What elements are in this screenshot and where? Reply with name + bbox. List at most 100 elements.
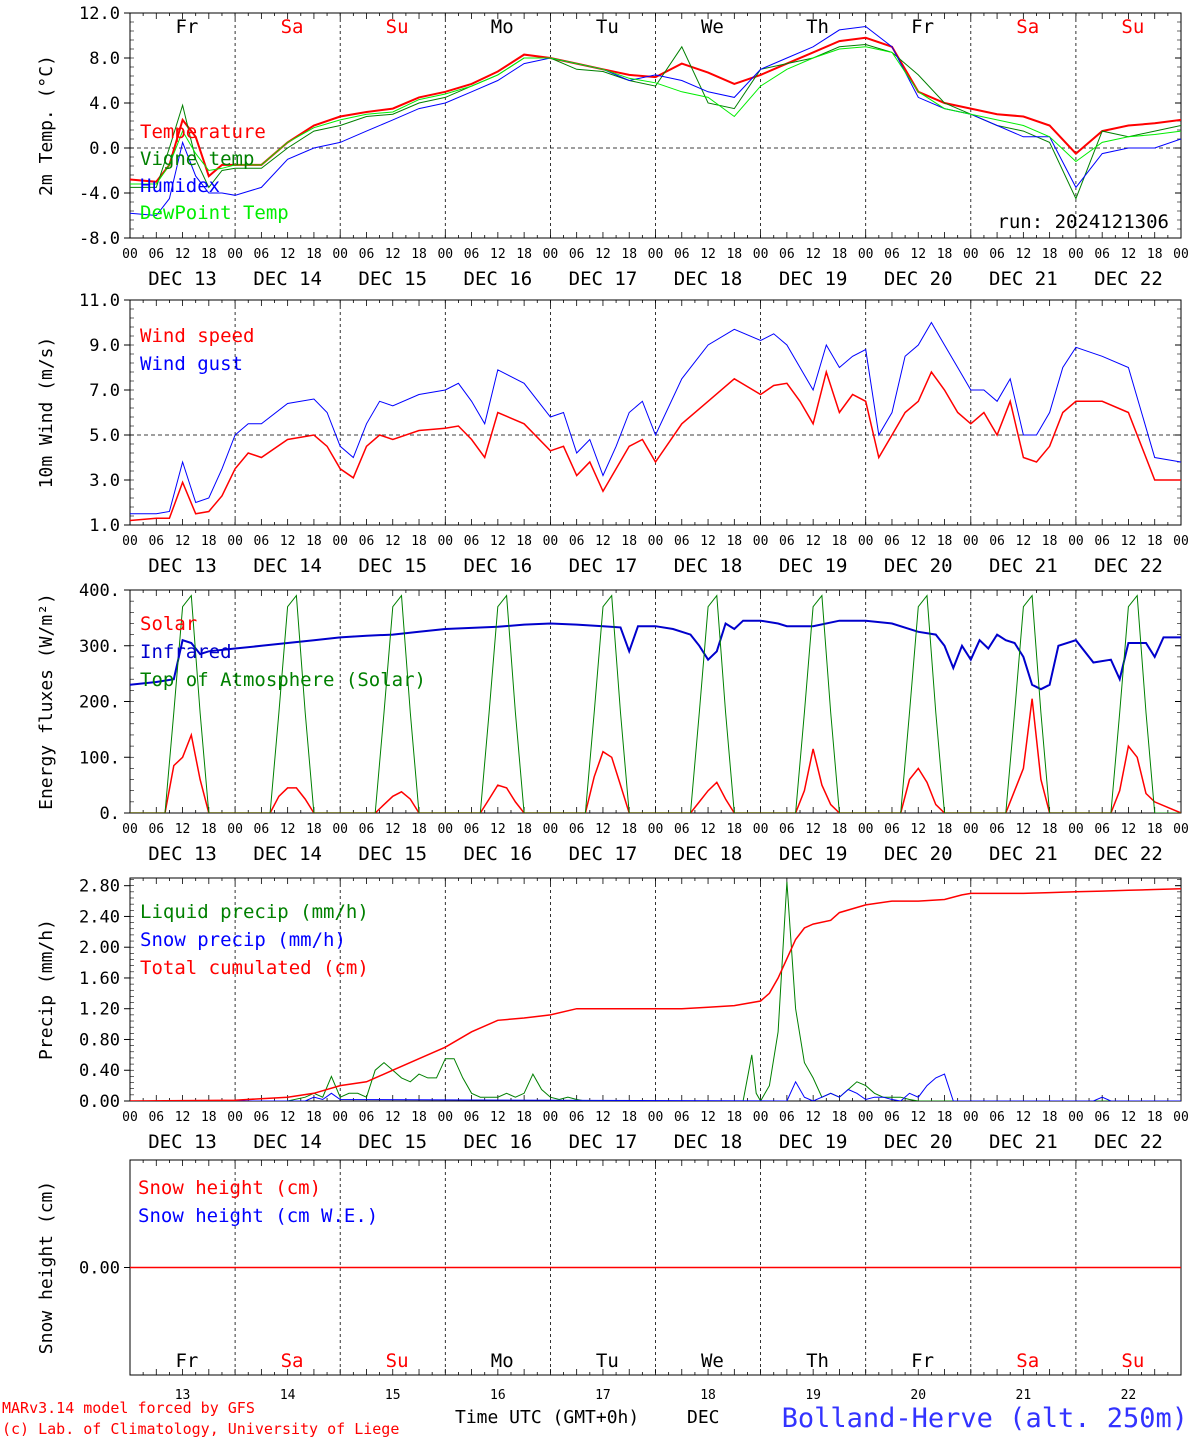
hour-tick-label: 00 xyxy=(1173,247,1189,262)
y-tick-label: 3.0 xyxy=(89,471,120,491)
hour-tick-label: 06 xyxy=(674,247,690,262)
hour-tick-label: 12 xyxy=(805,247,821,262)
y-axis-title: 10m Wind (m/s) xyxy=(36,337,57,489)
hour-tick-label: 12 xyxy=(175,822,191,837)
hour-tick-label: 18 xyxy=(516,534,532,549)
weekday-label: Sa xyxy=(1016,16,1039,38)
date-label: DEC 21 xyxy=(989,843,1058,865)
day-number-label: 17 xyxy=(595,1388,611,1403)
hour-tick-label: 12 xyxy=(1016,247,1032,262)
hour-tick-label: 06 xyxy=(1094,247,1110,262)
y-tick-label: 4.0 xyxy=(89,94,120,114)
date-label: DEC 17 xyxy=(569,843,638,865)
series-solar xyxy=(130,698,1181,813)
day-number-label: 21 xyxy=(1016,1388,1032,1403)
hour-tick-label: 00 xyxy=(122,822,138,837)
hour-tick-label: 12 xyxy=(490,1110,506,1125)
legend-entry: Top of Atmosphere (Solar) xyxy=(140,669,426,691)
hour-tick-label: 00 xyxy=(122,534,138,549)
hour-tick-label: 00 xyxy=(227,247,243,262)
hour-tick-label: 12 xyxy=(1121,822,1137,837)
hour-tick-label: 00 xyxy=(122,247,138,262)
date-label: DEC 19 xyxy=(779,843,848,865)
legend-entry: Vigne temp xyxy=(140,148,254,170)
hour-tick-label: 00 xyxy=(858,534,874,549)
hour-tick-label: 06 xyxy=(989,247,1005,262)
hour-tick-label: 06 xyxy=(464,534,480,549)
date-label: DEC 17 xyxy=(569,1131,638,1153)
y-tick-label: 0.40 xyxy=(79,1061,120,1081)
hour-tick-label: 00 xyxy=(543,1110,559,1125)
hour-tick-label: 12 xyxy=(175,1110,191,1125)
hour-tick-label: 06 xyxy=(464,822,480,837)
plot-frame xyxy=(129,299,1182,526)
hour-tick-label: 00 xyxy=(227,534,243,549)
y-tick-label: 2.80 xyxy=(79,877,120,897)
hour-tick-label: 06 xyxy=(569,247,585,262)
hour-tick-label: 12 xyxy=(1016,1110,1032,1125)
date-label: DEC 19 xyxy=(779,268,848,290)
date-label: DEC 15 xyxy=(358,843,427,865)
panel-temperature: -8.0 -4.0 0.0 4.0 8.0 12.0 2m Temp. (°C) Temper… xyxy=(36,4,1189,290)
hour-tick-label: 12 xyxy=(595,247,611,262)
hour-tick-label: 18 xyxy=(1147,1110,1163,1125)
date-label: DEC 20 xyxy=(884,555,953,577)
hour-tick-label: 00 xyxy=(753,534,769,549)
hour-tick-label: 06 xyxy=(779,247,795,262)
hour-tick-label: 00 xyxy=(753,247,769,262)
hour-tick-label: 00 xyxy=(1173,1110,1189,1125)
date-label: DEC 18 xyxy=(674,1131,743,1153)
hour-tick-label: 18 xyxy=(516,822,532,837)
y-tick-label: 5.0 xyxy=(89,426,120,446)
hour-tick-label: 12 xyxy=(175,247,191,262)
weekday-label: Sa xyxy=(281,16,304,38)
y-axis-title: Energy fluxes (W/m²) xyxy=(36,593,57,810)
legend-entry: Wind gust xyxy=(140,353,243,375)
series-wind-speed xyxy=(130,369,1181,522)
date-label: DEC 22 xyxy=(1094,555,1163,577)
x-axis-title: Time UTC (GMT+0h) xyxy=(455,1407,639,1428)
weekday-label: Su xyxy=(386,1350,409,1372)
hour-tick-label: 12 xyxy=(385,1110,401,1125)
hour-tick-label: 06 xyxy=(464,1110,480,1125)
legend-entry: Temperature xyxy=(140,121,266,143)
hour-tick-label: 12 xyxy=(910,534,926,549)
hour-tick-label: 06 xyxy=(1094,534,1110,549)
hour-tick-label: 06 xyxy=(989,534,1005,549)
hour-tick-label: 12 xyxy=(805,822,821,837)
weekday-label: We xyxy=(701,16,724,38)
hour-tick-label: 18 xyxy=(411,247,427,262)
hour-tick-label: 18 xyxy=(1042,534,1058,549)
hour-tick-label: 00 xyxy=(1068,822,1084,837)
hour-tick-label: 06 xyxy=(569,822,585,837)
series-snow-precip-mm-h- xyxy=(130,1073,1181,1101)
hour-tick-label: 12 xyxy=(805,534,821,549)
hour-tick-label: 00 xyxy=(437,1110,453,1125)
y-tick-label: 100. xyxy=(79,748,120,768)
hour-tick-label: 12 xyxy=(700,247,716,262)
hour-tick-label: 06 xyxy=(989,822,1005,837)
weekday-label: Su xyxy=(1121,16,1144,38)
date-label: DEC 17 xyxy=(569,555,638,577)
hour-tick-label: 00 xyxy=(332,247,348,262)
hour-tick-label: 12 xyxy=(1016,534,1032,549)
legend-entry: Humidex xyxy=(140,175,220,197)
hour-tick-label: 18 xyxy=(832,822,848,837)
hour-tick-label: 12 xyxy=(280,534,296,549)
y-axis-title: Precip (mm/h) xyxy=(36,919,57,1060)
hour-tick-label: 00 xyxy=(753,1110,769,1125)
hour-tick-label: 00 xyxy=(227,822,243,837)
date-label: DEC 20 xyxy=(884,843,953,865)
hour-tick-label: 06 xyxy=(1094,1110,1110,1125)
hour-tick-label: 06 xyxy=(989,1110,1005,1125)
hour-tick-label: 12 xyxy=(175,534,191,549)
legend-entry: Snow height (cm W.E.) xyxy=(138,1205,378,1227)
hour-tick-label: 12 xyxy=(1121,247,1137,262)
weekday-label: Mo xyxy=(491,16,514,38)
day-number-label: 16 xyxy=(490,1388,506,1403)
hour-tick-label: 18 xyxy=(832,1110,848,1125)
series-infrared xyxy=(130,619,1181,691)
hour-tick-label: 00 xyxy=(543,822,559,837)
legend-entry: DewPoint Temp xyxy=(140,202,289,224)
y-tick-label: 0.80 xyxy=(79,1030,120,1050)
